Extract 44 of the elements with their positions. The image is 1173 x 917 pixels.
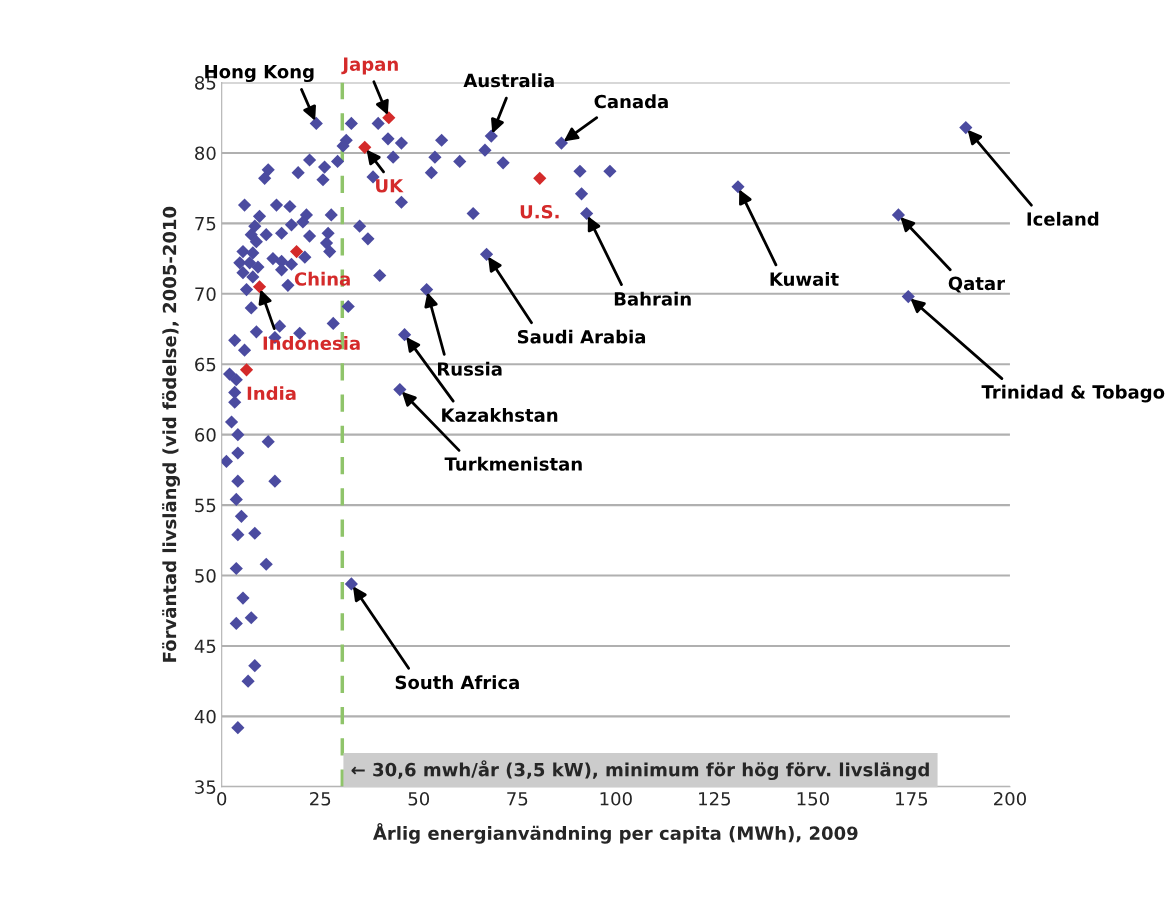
x-tick-label: 150 [797, 791, 829, 806]
x-axis-title: Årlig energianvändning per capita (MWh), 2009 [373, 823, 858, 844]
point [533, 171, 547, 185]
x-tick-label: 125 [699, 791, 731, 806]
y-axis-title: Förväntad livslängd (vid födelse), 2005-2010 [162, 206, 180, 662]
y-tick-label: 55 [195, 498, 216, 513]
point [358, 140, 372, 154]
annotation: South Africa [395, 675, 519, 690]
ref-line-label: ← 30,6 mwh/år (3,5 kW), minimum för hög förv. livslängd [351, 760, 929, 781]
point [289, 244, 304, 259]
y-tick-label: 50 [195, 568, 216, 583]
point [239, 363, 254, 377]
y-tick-label: 40 [194, 709, 216, 724]
x-tick-label: 0 [217, 791, 227, 806]
annotation: Saudi Arabia [517, 329, 646, 344]
y-tick-label: 80 [195, 146, 216, 161]
annotation: India [247, 386, 296, 401]
annotation: Iceland [1027, 211, 1099, 226]
x-tick-label: 100 [600, 791, 632, 806]
y-tick-label: 60 [195, 428, 216, 442]
x-tick-label: 50 [408, 791, 430, 806]
annotation: Japan [341, 57, 398, 75]
y-tick-label: 65 [195, 357, 216, 372]
y-tick-label: 35 [195, 780, 216, 794]
y-tick-label: 75 [195, 217, 216, 231]
point [382, 111, 396, 125]
annotation: Canada [594, 94, 668, 109]
y-tick-label: 70 [195, 287, 216, 301]
x-tick-label: 200 [994, 791, 1026, 806]
x-tick-label: 25 [310, 791, 331, 806]
y-tick-label: 45 [194, 639, 216, 654]
annotation: Turkmenistan [444, 456, 582, 471]
annotation: Russia [437, 361, 502, 376]
annotation: U.S. [520, 204, 559, 219]
point [252, 280, 267, 294]
annotation: Kazakhstan [442, 407, 558, 422]
x-tick-label: 75 [507, 792, 528, 806]
annotation: Australia [463, 73, 554, 88]
annotation: Bahrain [614, 291, 691, 306]
annotation: UK [376, 179, 404, 193]
annotation: Kuwait [770, 272, 839, 286]
annotation: Qatar [948, 276, 1005, 293]
annotation: Trinidad & Tobago [981, 384, 1165, 403]
x-tick-label: 175 [896, 792, 928, 806]
